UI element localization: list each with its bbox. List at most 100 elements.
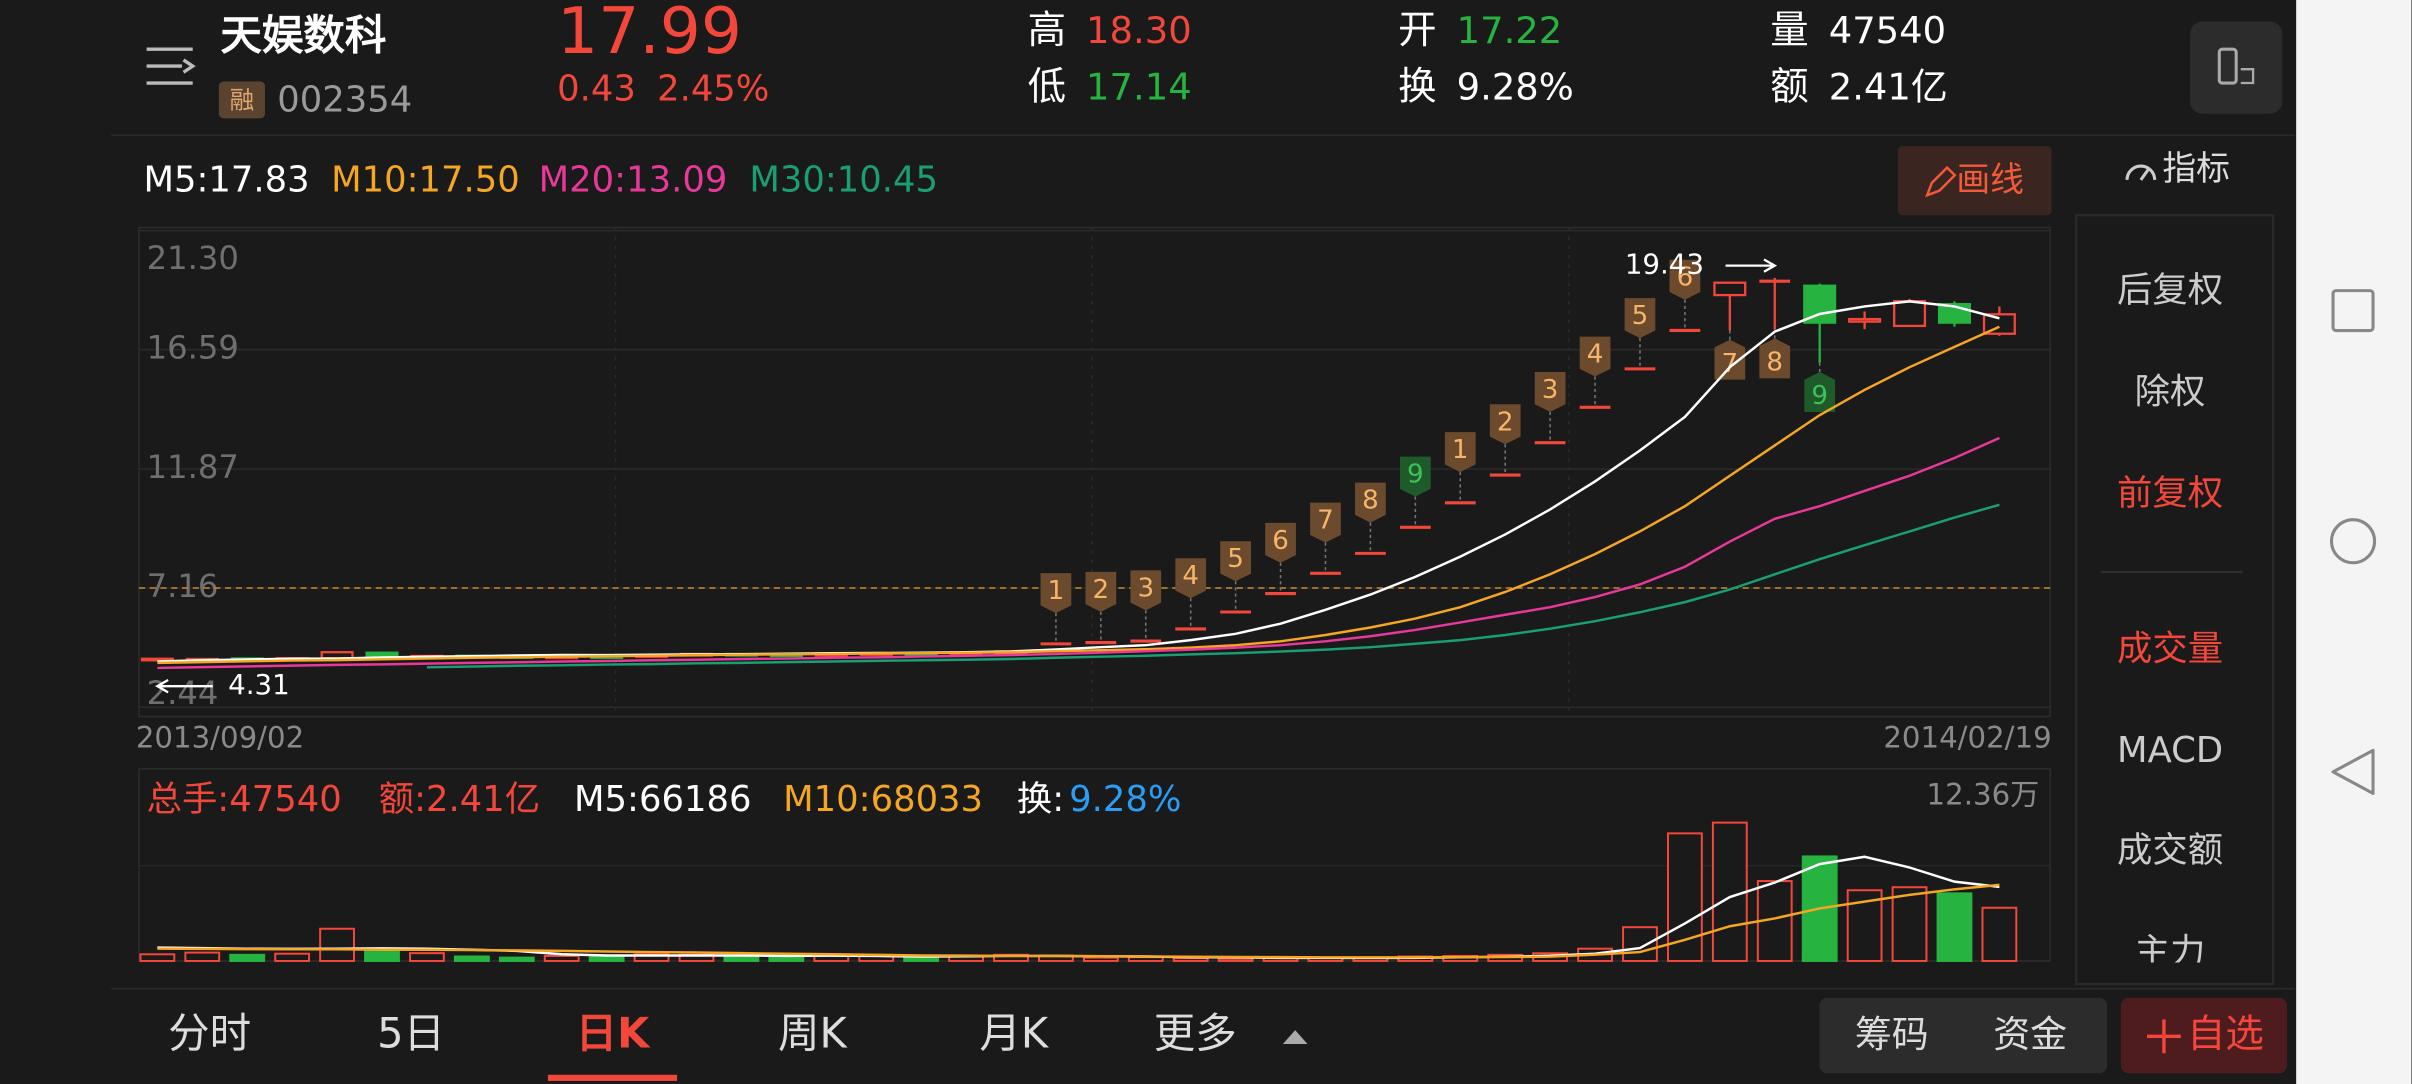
change-pct: 2.45% [657,69,769,110]
volume-bar [1622,926,1658,962]
landscape-button[interactable] [2190,21,2283,114]
phone-icon [2217,47,2238,85]
td-marker [1310,502,1341,543]
td-marker [1579,336,1611,377]
tab[interactable]: 5日 [377,1008,445,1057]
volume-bar [274,952,311,962]
td-label: 3 [1542,375,1559,405]
pencil-icon [1925,165,1957,198]
volume-bar [139,953,176,962]
tab[interactable]: 月K [979,1008,1050,1057]
td-label: 1 [1452,435,1469,465]
td-marker [1759,338,1791,379]
price-chart: 21.30 16.59 11.87 7.16 2.44 2013/09/02 2014/02… [136,229,2052,755]
td-label: 1 [1048,576,1065,606]
stock-code: 002354 [277,79,412,120]
td-label: 5 [1227,544,1244,574]
ma-line [426,503,2000,669]
y-tick-label: 21.30 [147,239,239,277]
draw-button[interactable]: 画线 [1897,146,2052,216]
badge-text: 融 [230,85,255,114]
tab[interactable]: 日K [576,1008,652,1057]
td-label: 4 [1182,561,1199,591]
volume-legend: M5:66186 [574,779,751,820]
ma-legend: M20:13.09 [539,159,728,200]
indicator-button[interactable]: 指标 [2125,149,2230,188]
ma-line [157,883,2000,959]
volume-legend: 额:2.41亿 [379,779,540,820]
home-button[interactable] [2329,518,2377,565]
stat-label: 换 [1398,65,1436,110]
volume-legend: 总手:47540 [147,779,342,820]
td-marker [1355,482,1386,523]
volume-legend: M10:68033 [783,779,983,820]
volume-bar [364,949,400,962]
back-button[interactable] [2331,748,2375,795]
ma-line [157,436,2000,670]
button-text[interactable]: 资金 [1993,1013,2067,1056]
td-label: 5 [1632,301,1649,331]
ma-legend: M10:17.50 [331,159,520,200]
side-menu-item[interactable]: MACD [2117,730,2223,771]
tab-bar: 分时 5日 日K 周K 月K 更多 [168,1008,1237,1081]
tab[interactable]: 分时 [168,1008,251,1057]
y-tick-label: 7.16 [147,567,219,605]
tab-underline [547,1074,678,1081]
td-marker [1040,573,1072,614]
button-text[interactable]: 筹码 [1855,1013,1929,1056]
side-menu-item[interactable]: 成交量 [2117,628,2223,669]
nav-bar [2296,0,2412,1084]
volume-legend: 9.28% [1069,779,1181,820]
stat-value: 2.41亿 [1829,66,1948,109]
tab[interactable]: 周K [778,1008,849,1057]
side-menu-item[interactable]: 前复权 [2117,473,2223,514]
ma-line [157,325,2000,665]
ma-line [157,300,2000,663]
volume-bar [543,954,580,962]
volume-bar [1936,892,1973,962]
volume-bar [498,956,535,962]
side-panel [2075,214,2275,986]
stat-label: 低 [1028,65,1066,110]
td-marker [1534,371,1566,412]
volume-bar [453,955,490,962]
phone-icon [2240,68,2255,85]
td-label: 9 [1407,460,1424,490]
ma-legend: M30:10.45 [749,159,938,200]
volume-chart: 12.36万 总手:47540 额:2.41亿 M5:66186 M10:68033 换:… [139,777,2040,962]
side-menu-item[interactable]: 后复权 [2117,270,2223,311]
high-mark: 19.43 [1625,248,1704,281]
td-marker [1669,259,1701,300]
side-menu-item[interactable]: 除权 [2135,372,2206,413]
button-text: 自选 [2187,1012,2264,1057]
volume-legend: 换: [1017,779,1064,820]
stat-value: 9.28% [1457,66,1574,109]
volume-bar [1981,906,2018,962]
menu-arrow [182,58,196,74]
add-button[interactable]: 自选 [2120,997,2287,1074]
tab[interactable]: 更多 [1154,1008,1237,1057]
gauge-icon [2125,164,2157,181]
volume-bar [229,953,266,962]
side-menu-item[interactable]: 成交额 [2117,830,2223,871]
x-date-label: 2014/02/19 [1883,721,2051,755]
stat-label: 高 [1028,8,1066,53]
td-label: 7 [1317,506,1334,536]
side-menu-item[interactable]: 主力 [2135,931,2206,972]
td-label: 2 [1093,575,1110,605]
indicator-text: 指标 [2162,149,2230,188]
td-marker [1085,571,1117,612]
stat-label: 开 [1398,8,1436,53]
menu-icon[interactable] [146,47,196,85]
volume-bar [1217,957,1254,962]
y-tick-label: 12.36万 [1927,777,2040,811]
volume-bar [723,955,760,962]
stat-value: 17.14 [1086,66,1192,109]
y-tick-label: 16.59 [147,329,239,367]
volume-bar [319,927,355,962]
low-mark: 4.31 [228,668,290,701]
recents-button[interactable] [2331,289,2375,333]
volume-bar [1891,886,1928,962]
